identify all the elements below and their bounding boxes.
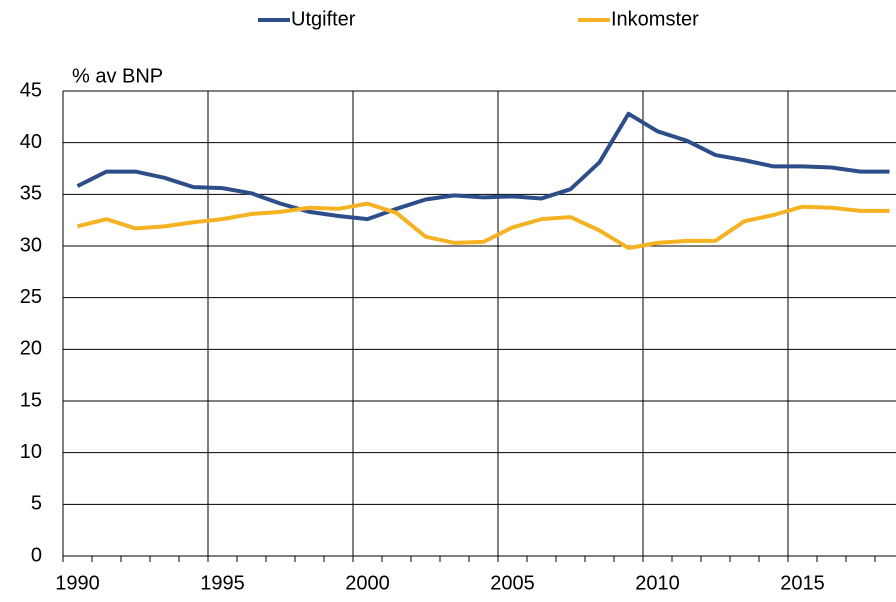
y-tick-label: 0 [31, 544, 42, 566]
series-line [76, 111, 890, 222]
x-tick-label: 1990 [55, 572, 100, 594]
y-tick-label: 30 [20, 234, 42, 256]
legend-label: Utgifter [291, 8, 356, 30]
y-tick-label: 35 [20, 183, 42, 205]
y-tick-label: 20 [20, 338, 42, 360]
y-tick-label: 15 [20, 389, 42, 411]
y-tick-label: 5 [31, 493, 42, 515]
legend-label: Inkomster [611, 8, 699, 30]
x-tick-label: 2000 [345, 572, 390, 594]
x-tick-label: 2005 [490, 572, 535, 594]
y-tick-label: 25 [20, 286, 42, 308]
x-tick-label: 2015 [780, 572, 825, 594]
x-tick-label: 2010 [635, 572, 680, 594]
x-tick-label: 1995 [200, 572, 245, 594]
y-tick-label: 45 [20, 79, 42, 101]
y-tick-label: 10 [20, 441, 42, 463]
y-tick-label: 40 [20, 131, 42, 153]
y-axis-label: % av BNP [72, 65, 163, 87]
series-line [77, 201, 890, 251]
